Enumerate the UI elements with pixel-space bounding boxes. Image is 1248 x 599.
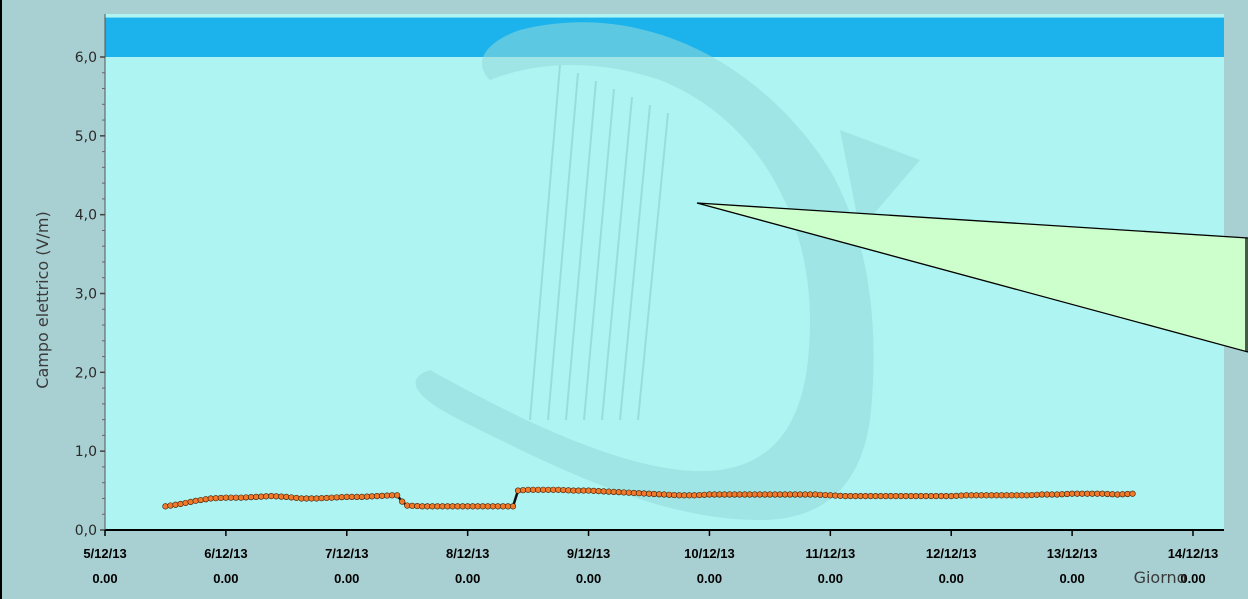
- data-point: [197, 496, 204, 504]
- watermark-string: [529, 64, 561, 421]
- watermark-string: [583, 88, 615, 421]
- data-point: [182, 499, 189, 507]
- x-tick-date: 9/12/13: [567, 546, 610, 561]
- x-tick-time: 0.00: [697, 571, 722, 586]
- x-tick-date: 13/12/13: [1047, 546, 1098, 561]
- y-tick-label: 0,0: [75, 523, 97, 539]
- data-point: [519, 487, 527, 494]
- watermark-string: [565, 80, 597, 421]
- data-point: [509, 503, 517, 510]
- data-point: [288, 494, 295, 501]
- data-point: [192, 497, 199, 504]
- x-tick-date: 7/12/13: [325, 546, 368, 561]
- x-tick-time: 0.00: [939, 571, 964, 586]
- x-tick-date: 12/12/13: [926, 546, 977, 561]
- y-tick-label: 5,0: [75, 129, 97, 145]
- x-tick-time: 0.00: [213, 571, 238, 586]
- data-point: [177, 500, 184, 508]
- x-axis-title: Giorno: [1134, 568, 1187, 587]
- watermark-string: [637, 112, 669, 421]
- data-point: [202, 496, 209, 503]
- x-tick-date: 14/12/13: [1168, 546, 1219, 561]
- x-tick-time: 0.00: [818, 571, 843, 586]
- x-tick-date: 8/12/13: [446, 546, 489, 561]
- x-tick-date: 11/12/13: [805, 546, 855, 561]
- callout-pointer: [696, 202, 1248, 353]
- watermark-string: [619, 104, 651, 421]
- y-tick-label: 2,0: [75, 365, 97, 381]
- data-point: [293, 494, 300, 502]
- data-point: [172, 501, 179, 508]
- data-point: [514, 487, 522, 494]
- y-tick-label: 1,0: [75, 444, 97, 460]
- x-tick-time: 0.00: [1180, 571, 1205, 586]
- x-tick-time: 0.00: [92, 571, 117, 586]
- x-tick-time: 0.00: [576, 571, 601, 586]
- x-tick-time: 0.00: [455, 571, 480, 586]
- data-point: [283, 493, 290, 500]
- watermark-string: [547, 72, 579, 421]
- y-tick-label: 4,0: [75, 208, 97, 224]
- data-point: [167, 502, 174, 509]
- x-tick-date: 10/12/13: [684, 546, 735, 561]
- y-tick-label: 6,0: [75, 50, 97, 66]
- logo-watermark: [415, 22, 874, 521]
- y-axis-title: Campo elettrico (V/m): [33, 211, 52, 388]
- data-point: [394, 492, 401, 499]
- logo-watermark-accent: [840, 130, 920, 230]
- x-tick-date: 5/12/13: [83, 546, 126, 561]
- data-point: [162, 503, 169, 510]
- x-tick-time: 0.00: [1059, 571, 1084, 586]
- data-point: [399, 498, 406, 505]
- data-point: [1129, 490, 1136, 497]
- y-tick-label: 3,0: [75, 287, 97, 303]
- x-tick-time: 0.00: [334, 571, 359, 586]
- x-tick-date: 6/12/13: [204, 546, 247, 561]
- data-point: [187, 498, 194, 505]
- watermark-string: [601, 96, 633, 421]
